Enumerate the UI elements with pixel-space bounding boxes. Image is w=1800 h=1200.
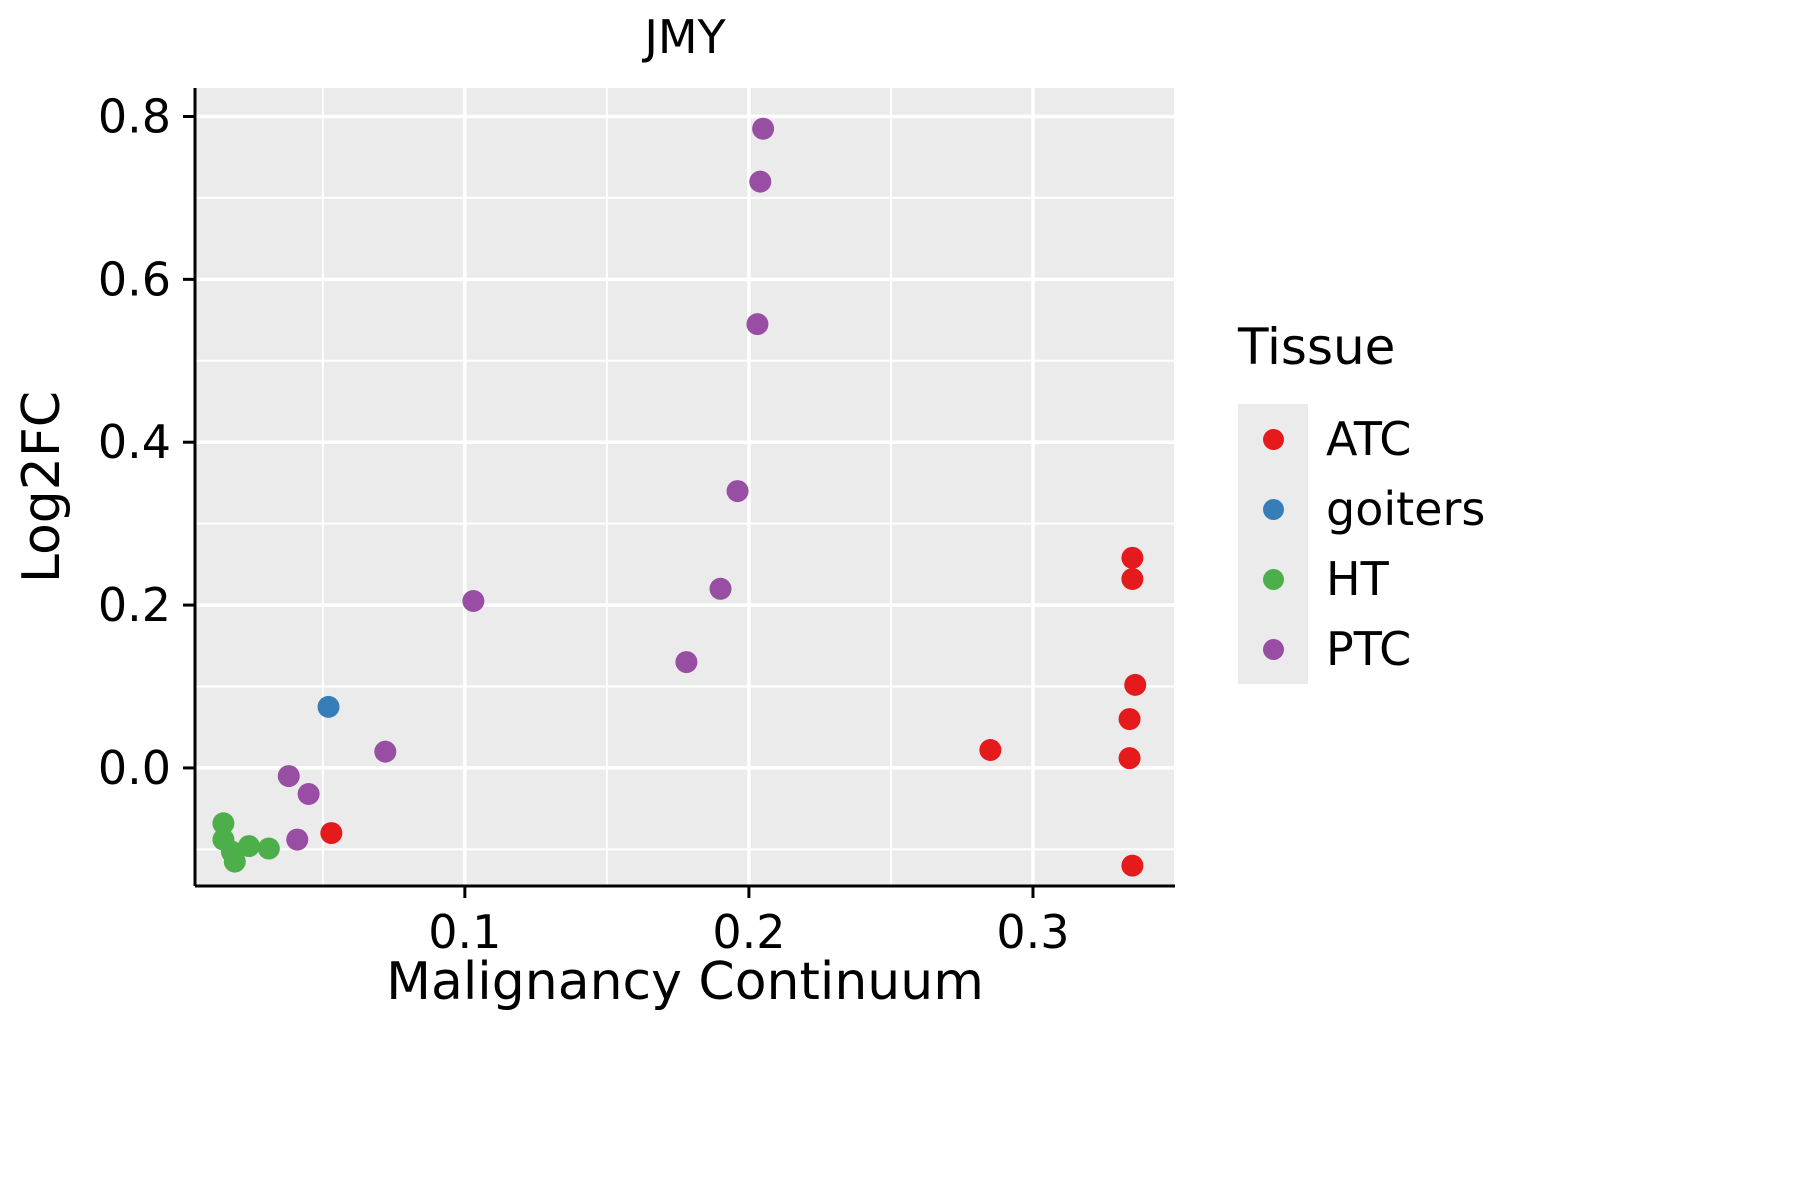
data-point-atc: [1124, 673, 1147, 696]
data-point-ptc: [675, 651, 698, 674]
data-point-atc: [1121, 854, 1144, 877]
data-point-atc: [979, 739, 1002, 762]
x-tick-label: 0.1: [428, 905, 501, 959]
legend-key: [1238, 474, 1308, 544]
legend-entry-goiters: goiters: [1238, 474, 1485, 544]
data-point-atc: [1118, 708, 1141, 731]
x-tick-label: 0.2: [712, 905, 785, 959]
data-point-ptc: [462, 590, 485, 612]
data-point-atc: [1121, 546, 1144, 569]
data-point-ptc: [726, 480, 749, 503]
data-point-atc: [1121, 568, 1144, 591]
legend-entry-atc: ATC: [1238, 404, 1485, 474]
data-point-atc: [1118, 747, 1141, 770]
x-tick-label: 0.3: [996, 905, 1069, 959]
y-tick-label: 0.4: [98, 415, 171, 469]
legend-title: Tissue: [1238, 318, 1396, 376]
legend-label: HT: [1326, 552, 1389, 606]
y-axis-label: Log2FC: [12, 390, 72, 584]
panel-background: [195, 88, 1175, 886]
legend-key: [1238, 544, 1308, 614]
data-point-ht: [223, 850, 246, 873]
data-point-atc: [320, 822, 343, 845]
legend-key: [1238, 404, 1308, 474]
y-tick-label: 0.6: [98, 252, 171, 306]
legend-entry-ht: HT: [1238, 544, 1485, 614]
data-point-ptc: [749, 170, 772, 193]
legend-label: ATC: [1326, 412, 1412, 466]
data-point-ht: [212, 812, 235, 835]
data-point-ht: [257, 837, 280, 860]
legend-label: goiters: [1326, 482, 1486, 536]
data-point-ptc: [286, 828, 309, 851]
data-point-ptc: [277, 765, 300, 788]
data-point-goiters: [317, 695, 340, 718]
legend-dot-atc: [1262, 428, 1284, 450]
legend-key: [1238, 614, 1308, 684]
chart-title: JMY: [644, 10, 726, 64]
data-point-ptc: [709, 577, 732, 600]
y-tick-label: 0.0: [98, 741, 171, 795]
legend-label: PTC: [1326, 622, 1412, 676]
legend-dot-ht: [1262, 568, 1284, 590]
data-point-ht: [237, 835, 260, 858]
y-tick-label: 0.2: [98, 578, 171, 632]
data-point-ptc: [374, 740, 397, 763]
legend-entry-ptc: PTC: [1238, 614, 1485, 684]
data-point-ptc: [752, 117, 775, 140]
data-point-ptc: [297, 782, 320, 805]
legend: Tissue ATC goiters HT PTC: [1238, 318, 1485, 684]
y-tick-label: 0.8: [98, 90, 171, 144]
x-axis-label: Malignancy Continuum: [386, 952, 984, 1012]
data-point-ptc: [746, 313, 769, 336]
legend-dot-goiters: [1262, 498, 1284, 520]
legend-dot-ptc: [1262, 638, 1284, 660]
